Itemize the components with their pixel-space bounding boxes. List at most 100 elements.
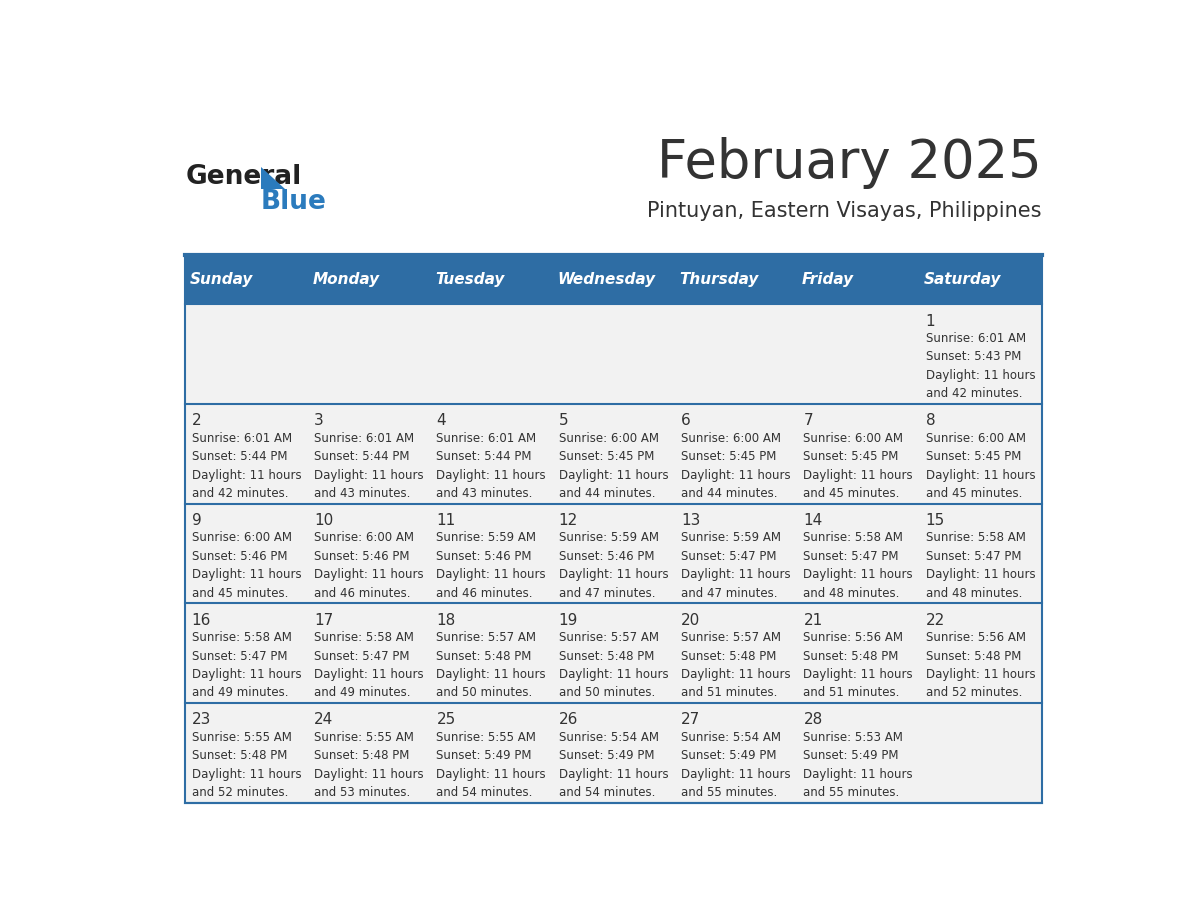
Text: Sunrise: 5:53 AM: Sunrise: 5:53 AM <box>803 731 903 744</box>
Text: Daylight: 11 hours: Daylight: 11 hours <box>436 568 546 581</box>
Text: 1: 1 <box>925 314 935 329</box>
Text: Daylight: 11 hours: Daylight: 11 hours <box>436 468 546 482</box>
Text: 16: 16 <box>191 612 211 628</box>
Text: and 49 minutes.: and 49 minutes. <box>314 687 411 700</box>
Text: and 52 minutes.: and 52 minutes. <box>191 786 289 800</box>
Text: Sunrise: 6:01 AM: Sunrise: 6:01 AM <box>314 431 415 444</box>
Text: Sunrise: 5:59 AM: Sunrise: 5:59 AM <box>681 532 781 544</box>
Text: Blue: Blue <box>261 189 327 215</box>
Text: Sunrise: 6:00 AM: Sunrise: 6:00 AM <box>925 431 1025 444</box>
Text: 3: 3 <box>314 413 324 429</box>
Text: 17: 17 <box>314 612 334 628</box>
Text: Sunrise: 5:55 AM: Sunrise: 5:55 AM <box>314 731 413 744</box>
Text: Daylight: 11 hours: Daylight: 11 hours <box>314 668 424 681</box>
Text: 26: 26 <box>558 712 579 727</box>
Bar <box>185 504 1042 603</box>
Text: Sunrise: 6:01 AM: Sunrise: 6:01 AM <box>191 431 292 444</box>
Text: and 42 minutes.: and 42 minutes. <box>191 487 289 500</box>
Text: Sunset: 5:44 PM: Sunset: 5:44 PM <box>314 450 410 464</box>
Text: Daylight: 11 hours: Daylight: 11 hours <box>681 468 791 482</box>
Text: Sunset: 5:46 PM: Sunset: 5:46 PM <box>314 550 410 563</box>
Text: Sunset: 5:48 PM: Sunset: 5:48 PM <box>681 650 777 663</box>
Text: and 51 minutes.: and 51 minutes. <box>803 687 899 700</box>
Text: Sunset: 5:47 PM: Sunset: 5:47 PM <box>803 550 899 563</box>
Text: Sunset: 5:48 PM: Sunset: 5:48 PM <box>803 650 899 663</box>
Text: Sunset: 5:48 PM: Sunset: 5:48 PM <box>191 749 287 762</box>
Text: Wednesday: Wednesday <box>557 273 656 287</box>
Text: Sunset: 5:49 PM: Sunset: 5:49 PM <box>803 749 899 762</box>
Text: 2: 2 <box>191 413 202 429</box>
Text: Sunset: 5:49 PM: Sunset: 5:49 PM <box>558 749 655 762</box>
Text: Daylight: 11 hours: Daylight: 11 hours <box>314 468 424 482</box>
Text: Sunrise: 5:58 AM: Sunrise: 5:58 AM <box>803 532 903 544</box>
Text: and 45 minutes.: and 45 minutes. <box>925 487 1022 500</box>
Text: Sunrise: 5:54 AM: Sunrise: 5:54 AM <box>558 731 658 744</box>
Polygon shape <box>261 167 285 189</box>
Text: Daylight: 11 hours: Daylight: 11 hours <box>314 568 424 581</box>
Text: Sunset: 5:45 PM: Sunset: 5:45 PM <box>925 450 1020 464</box>
Text: and 48 minutes.: and 48 minutes. <box>925 587 1022 599</box>
Text: Sunday: Sunday <box>190 273 253 287</box>
Text: and 47 minutes.: and 47 minutes. <box>558 587 656 599</box>
Text: Sunrise: 5:55 AM: Sunrise: 5:55 AM <box>436 731 536 744</box>
Text: 27: 27 <box>681 712 700 727</box>
Text: 20: 20 <box>681 612 700 628</box>
Text: Sunset: 5:48 PM: Sunset: 5:48 PM <box>925 650 1020 663</box>
Text: 12: 12 <box>558 513 579 528</box>
Text: Sunset: 5:43 PM: Sunset: 5:43 PM <box>925 351 1020 364</box>
Text: 8: 8 <box>925 413 935 429</box>
Text: and 42 minutes.: and 42 minutes. <box>925 387 1022 400</box>
Text: Daylight: 11 hours: Daylight: 11 hours <box>558 767 669 780</box>
Text: Sunrise: 5:59 AM: Sunrise: 5:59 AM <box>436 532 537 544</box>
Text: Daylight: 11 hours: Daylight: 11 hours <box>436 668 546 681</box>
Text: Daylight: 11 hours: Daylight: 11 hours <box>681 668 791 681</box>
Text: Sunrise: 5:54 AM: Sunrise: 5:54 AM <box>681 731 781 744</box>
Text: Sunset: 5:48 PM: Sunset: 5:48 PM <box>436 650 532 663</box>
Text: Daylight: 11 hours: Daylight: 11 hours <box>558 468 669 482</box>
Text: Pintuyan, Eastern Visayas, Philippines: Pintuyan, Eastern Visayas, Philippines <box>647 200 1042 220</box>
Text: Sunrise: 5:58 AM: Sunrise: 5:58 AM <box>191 631 291 644</box>
Text: Sunset: 5:48 PM: Sunset: 5:48 PM <box>558 650 655 663</box>
Text: Daylight: 11 hours: Daylight: 11 hours <box>681 767 791 780</box>
Text: and 55 minutes.: and 55 minutes. <box>681 786 777 800</box>
Text: Sunrise: 6:00 AM: Sunrise: 6:00 AM <box>191 532 292 544</box>
Text: Daylight: 11 hours: Daylight: 11 hours <box>314 767 424 780</box>
Text: and 52 minutes.: and 52 minutes. <box>925 687 1022 700</box>
Text: 15: 15 <box>925 513 944 528</box>
Text: Daylight: 11 hours: Daylight: 11 hours <box>803 767 914 780</box>
Text: Sunset: 5:44 PM: Sunset: 5:44 PM <box>436 450 532 464</box>
Text: Sunrise: 6:00 AM: Sunrise: 6:00 AM <box>558 431 658 444</box>
Text: Daylight: 11 hours: Daylight: 11 hours <box>558 668 669 681</box>
Text: Daylight: 11 hours: Daylight: 11 hours <box>191 568 302 581</box>
Text: 28: 28 <box>803 712 822 727</box>
Text: and 49 minutes.: and 49 minutes. <box>191 687 289 700</box>
Text: Sunrise: 5:57 AM: Sunrise: 5:57 AM <box>558 631 658 644</box>
Text: and 46 minutes.: and 46 minutes. <box>436 587 533 599</box>
Text: Sunset: 5:45 PM: Sunset: 5:45 PM <box>681 450 777 464</box>
Text: Sunrise: 6:01 AM: Sunrise: 6:01 AM <box>925 332 1025 345</box>
Text: and 46 minutes.: and 46 minutes. <box>314 587 411 599</box>
Text: 4: 4 <box>436 413 446 429</box>
Text: Daylight: 11 hours: Daylight: 11 hours <box>925 568 1035 581</box>
Text: 11: 11 <box>436 513 456 528</box>
Text: Sunrise: 5:58 AM: Sunrise: 5:58 AM <box>314 631 413 644</box>
Text: General: General <box>185 164 302 190</box>
Text: 7: 7 <box>803 413 813 429</box>
Text: and 48 minutes.: and 48 minutes. <box>803 587 899 599</box>
Text: 18: 18 <box>436 612 456 628</box>
Text: 19: 19 <box>558 612 579 628</box>
Text: Sunrise: 6:00 AM: Sunrise: 6:00 AM <box>803 431 903 444</box>
Text: and 54 minutes.: and 54 minutes. <box>436 786 532 800</box>
Bar <box>185 404 1042 504</box>
Text: and 43 minutes.: and 43 minutes. <box>436 487 532 500</box>
Text: Daylight: 11 hours: Daylight: 11 hours <box>436 767 546 780</box>
Bar <box>185 255 1042 305</box>
Text: 6: 6 <box>681 413 690 429</box>
Text: and 54 minutes.: and 54 minutes. <box>558 786 655 800</box>
Text: Sunrise: 6:00 AM: Sunrise: 6:00 AM <box>314 532 415 544</box>
Text: Sunset: 5:46 PM: Sunset: 5:46 PM <box>191 550 287 563</box>
Text: Daylight: 11 hours: Daylight: 11 hours <box>803 468 914 482</box>
Text: Sunrise: 6:00 AM: Sunrise: 6:00 AM <box>681 431 781 444</box>
Text: February 2025: February 2025 <box>657 137 1042 189</box>
Bar <box>185 305 1042 404</box>
